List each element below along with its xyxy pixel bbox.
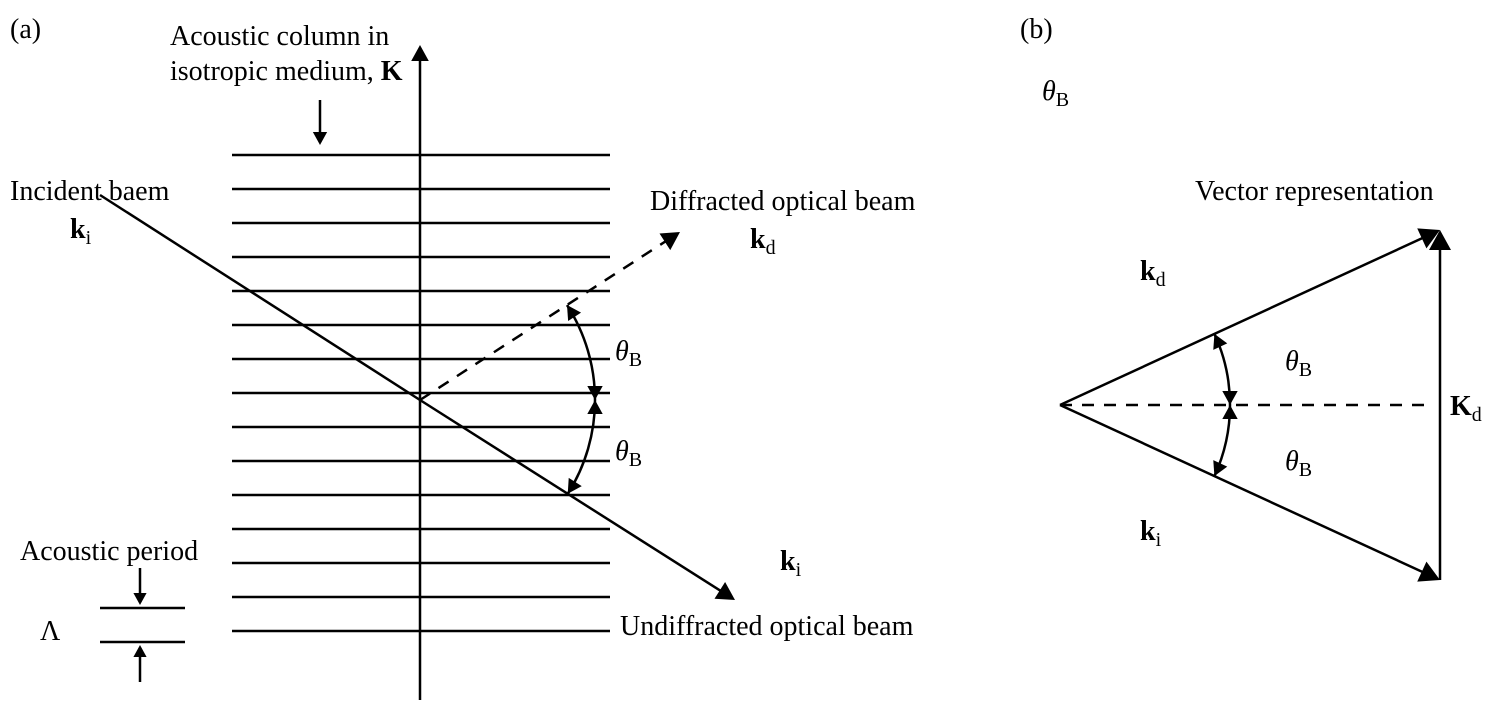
theta-b-vec-lower: θB: [1285, 446, 1312, 481]
theta-b-vec-upper: θB: [1285, 346, 1312, 381]
acoustic-col-label-1: Acoustic column in: [170, 21, 389, 52]
vector-rep-title: Vector representation: [1195, 176, 1434, 207]
ki-label: ki: [1140, 516, 1162, 551]
theta-b-lower: θB: [615, 436, 642, 471]
theta-b-isolated: θB: [1042, 76, 1069, 111]
undiffracted-vec: ki: [780, 546, 802, 581]
panel-b-tag: (b): [1020, 14, 1053, 45]
incident-vec: ki: [70, 214, 92, 249]
theta-b-upper: θB: [615, 336, 642, 371]
undiffracted-label: Undiffracted optical beam: [620, 611, 914, 642]
ki-vector: [1060, 405, 1429, 575]
panel-a-tag: (a): [10, 14, 41, 45]
acoustic-period-label: Acoustic period: [20, 536, 198, 567]
diffracted-beam: [420, 239, 670, 400]
diffracted-label: Diffracted optical beam: [650, 186, 916, 217]
kd-label: kd: [1140, 256, 1166, 291]
kd-vector: [1060, 235, 1429, 405]
acoustic-col-label-2: isotropic medium, K: [170, 56, 403, 87]
incident-label: Incident baem: [10, 176, 170, 207]
Kd-label: Kd: [1450, 391, 1482, 426]
incident-beam: [100, 195, 420, 400]
diffracted-vec: kd: [750, 224, 776, 259]
acoustic-period-symbol: Λ: [40, 616, 61, 647]
undiffracted-beam: [420, 400, 726, 594]
